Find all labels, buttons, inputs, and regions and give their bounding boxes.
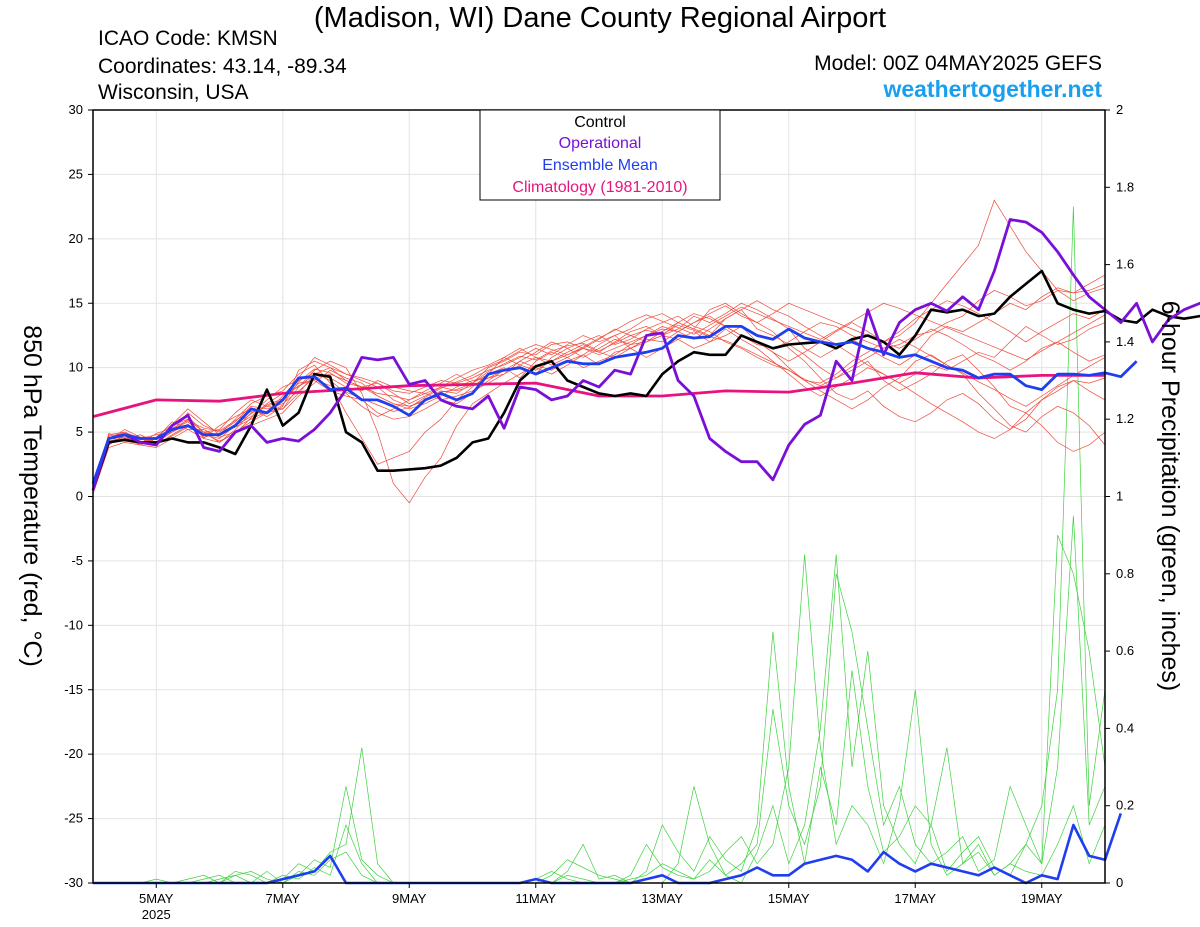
y-left-tick-8: -10 xyxy=(64,617,83,632)
temp-member-9 xyxy=(92,199,1106,488)
y-right-tick-2: 1.6 xyxy=(1116,257,1134,272)
x-tick-7: 19MAY xyxy=(1021,891,1063,906)
site-link[interactable]: weathertogether.net xyxy=(883,76,1102,102)
main-series-lines xyxy=(91,218,1200,885)
y-left-tick-0: 30 xyxy=(69,102,83,117)
axis-ticks: 302520151050-5-10-15-20-25-3021.81.61.41… xyxy=(64,102,1134,922)
ensemble-mean-line xyxy=(91,324,1138,485)
y-left-tick-9: -15 xyxy=(64,682,83,697)
temp-member-1 xyxy=(92,309,1106,484)
legend-box xyxy=(479,109,721,201)
legend: Control Operational Ensemble Mean Climat… xyxy=(479,109,721,201)
model-run: Model: 00Z 04MAY2025 GEFS xyxy=(814,52,1102,75)
x-tick-year: 2025 xyxy=(142,907,171,922)
y-right-tick-7: 0.6 xyxy=(1116,643,1134,658)
y-right-tick-5: 1 xyxy=(1116,489,1123,504)
legend-ensemble-mean: Ensemble Mean xyxy=(542,157,658,174)
temp-member-0 xyxy=(92,274,1106,491)
x-tick-1: 7MAY xyxy=(266,891,301,906)
coordinates: Coordinates: 43.14, -89.34 xyxy=(98,55,347,78)
icao-code: ICAO Code: KMSN xyxy=(98,27,278,50)
precip-member-lines xyxy=(93,206,1106,884)
precip-member-1 xyxy=(93,534,1106,884)
temp-member-6 xyxy=(92,315,1106,489)
temp-member-11 xyxy=(92,302,1106,493)
y-right-tick-4: 1.2 xyxy=(1116,411,1134,426)
y-left-tick-10: -20 xyxy=(64,746,83,761)
y-left-tick-6: 0 xyxy=(76,489,83,504)
y-left-tick-11: -25 xyxy=(64,811,83,826)
y-right-tick-3: 1.4 xyxy=(1116,334,1134,349)
y-left-tick-7: -5 xyxy=(71,553,83,568)
x-tick-4: 13MAY xyxy=(641,891,683,906)
y-right-tick-6: 0.8 xyxy=(1116,566,1134,581)
y-left-tick-5: 5 xyxy=(76,424,83,439)
y-right-tick-10: 0 xyxy=(1116,875,1123,890)
x-tick-0: 5MAY xyxy=(139,891,174,906)
y-left-axis-label: 850 hPa Temperature (red, °C) xyxy=(18,325,46,667)
temp-member-5 xyxy=(92,302,1106,482)
y-left-tick-12: -30 xyxy=(64,875,83,890)
region: Wisconsin, USA xyxy=(98,81,249,104)
x-tick-2: 9MAY xyxy=(392,891,427,906)
grid-lines xyxy=(93,109,1105,884)
y-right-axis-label: 6-hour Precipitation (green, inches) xyxy=(1156,301,1184,691)
y-left-tick-1: 25 xyxy=(69,166,83,181)
operational-line xyxy=(91,218,1200,491)
legend-climatology: Climatology (1981-2010) xyxy=(512,179,687,196)
y-right-tick-0: 2 xyxy=(1116,102,1123,117)
y-right-tick-1: 1.8 xyxy=(1116,179,1134,194)
x-tick-5: 15MAY xyxy=(768,891,810,906)
y-left-tick-4: 10 xyxy=(69,360,83,375)
y-left-tick-2: 20 xyxy=(69,231,83,246)
y-left-tick-3: 15 xyxy=(69,295,83,310)
climatology-line xyxy=(92,371,1105,418)
precip-member-2 xyxy=(93,515,1106,884)
chart-title: (Madison, WI) Dane County Regional Airpo… xyxy=(313,2,887,34)
y-right-tick-8: 0.4 xyxy=(1116,720,1134,735)
x-tick-6: 17MAY xyxy=(894,891,936,906)
temperature-member-lines xyxy=(92,199,1106,504)
precip-member-0 xyxy=(93,206,1106,884)
precip-member-3 xyxy=(93,554,1106,884)
legend-operational: Operational xyxy=(559,135,642,152)
legend-control: Control xyxy=(574,114,626,131)
temp-member-10 xyxy=(92,324,1106,491)
y-right-tick-9: 0.2 xyxy=(1116,798,1134,813)
x-tick-3: 11MAY xyxy=(515,891,556,906)
control-line xyxy=(91,269,1200,491)
